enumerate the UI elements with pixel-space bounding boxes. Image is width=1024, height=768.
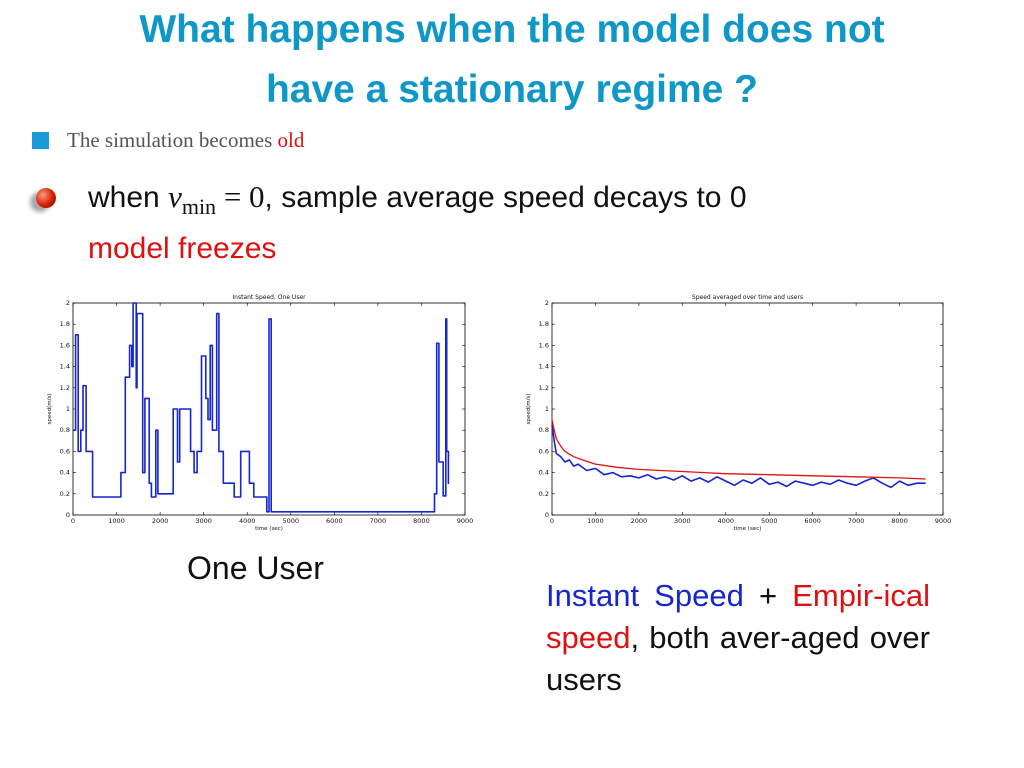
caption-rest: , both aver-aged over users — [546, 620, 930, 697]
x-tick-label: 1000 — [108, 517, 125, 525]
y-tick-label: 1.8 — [539, 320, 549, 328]
y-tick-label: 2 — [66, 299, 70, 307]
bullet-simulation-old: The simulation becomes old — [32, 128, 304, 153]
x-tick-label: 8000 — [891, 517, 908, 525]
series-line-1 — [551, 419, 926, 480]
x-tick-label: 3000 — [674, 517, 691, 525]
caption-one-user: One User — [187, 550, 324, 586]
y-axis-label: speed(m/s) — [47, 394, 53, 425]
x-tick-label: 9000 — [935, 517, 952, 525]
square-bullet-icon — [32, 132, 49, 149]
x-tick-label: 2000 — [631, 517, 648, 525]
y-tick-label: 1.2 — [539, 384, 549, 392]
series-line-0 — [73, 302, 450, 513]
y-tick-label: 0.6 — [60, 447, 70, 455]
caption-instant-empirical: Instant Speed + Empir-ical speed, both a… — [546, 575, 930, 701]
averaged-speed-chart: Speed averaged over time and users 0 1000 2… — [526, 294, 952, 532]
bullet1-text: The simulation becomes — [67, 128, 278, 152]
y-tick-label: 1.2 — [60, 384, 70, 392]
math-rest: = 0 — [216, 179, 265, 214]
caption-instant-speed: Instant Speed — [546, 578, 744, 613]
y-tick-label: 1.4 — [539, 363, 549, 371]
y-tick-label: 1 — [66, 405, 70, 413]
x-tick-label: 2000 — [152, 517, 169, 525]
y-tick-label: 0.2 — [60, 490, 70, 498]
y-tick-label: 1.4 — [60, 363, 70, 371]
x-tick-label: 4000 — [239, 517, 256, 525]
instant-speed-chart: Instant Speed, One User 0 1000 2000 3000 4000… — [47, 294, 474, 532]
y-tick-label: 0.2 — [539, 490, 549, 498]
x-tick-label: 6000 — [804, 517, 821, 525]
caption-plus: + — [743, 578, 793, 613]
vmin-equation: vmin = 0 — [168, 179, 265, 219]
y-axis-label: speed(m/s) — [526, 394, 532, 425]
y-tick-label: 1.8 — [60, 320, 70, 328]
x-tick-label: 7000 — [848, 517, 865, 525]
x-tick-label: 8000 — [413, 517, 430, 525]
y-tick-label: 0.4 — [539, 469, 549, 477]
bullet2-suffix: , sample average speed decays to 0 — [264, 181, 747, 214]
x-tick-label: 5000 — [761, 517, 778, 525]
x-tick-label: 0 — [550, 517, 554, 525]
title-line-2: have a stationary regime ? — [265, 68, 759, 111]
chart-title: Instant Speed, One User — [232, 294, 306, 301]
plot-frame — [551, 302, 944, 516]
chart-title: Speed averaged over time and users — [692, 294, 803, 301]
y-tick-label: 0.6 — [539, 447, 549, 455]
bullet1-highlight: old — [277, 128, 305, 152]
y-tick-label: 1 — [545, 405, 549, 413]
x-axis-label: time (sec) — [734, 526, 762, 532]
x-tick-label: 4000 — [718, 517, 735, 525]
model-freezes-text: model freezes — [88, 232, 277, 266]
y-tick-label: 1.6 — [539, 341, 549, 349]
y-tick-label: 0.8 — [539, 426, 549, 434]
y-tick-label: 0 — [66, 511, 70, 519]
caption-empirical-speed: Empir-ical speed — [546, 578, 930, 655]
y-tick-label: 0.8 — [60, 426, 70, 434]
x-tick-label: 5000 — [283, 517, 300, 525]
red-ball-bullet-icon — [36, 188, 56, 208]
title-line-1: What happens when the model does not — [139, 8, 885, 51]
x-tick-label: 6000 — [326, 517, 343, 525]
slide-title: What happens when the model does not hav… — [0, 0, 1024, 120]
y-tick-label: 0 — [545, 511, 549, 519]
math-sub: min — [181, 194, 217, 220]
x-tick-label: 3000 — [195, 517, 212, 525]
y-tick-label: 2 — [545, 299, 549, 307]
x-tick-label: 1000 — [587, 517, 604, 525]
y-tick-label: 1.6 — [60, 341, 70, 349]
series-line-0 — [551, 424, 926, 489]
x-axis-label: time (sec) — [255, 526, 283, 532]
x-tick-label: 9000 — [457, 517, 474, 525]
x-tick-label: 0 — [71, 517, 75, 525]
math-var: v — [168, 179, 182, 214]
bullet2-prefix: when — [88, 181, 169, 214]
y-tick-label: 0.4 — [60, 469, 70, 477]
x-tick-label: 7000 — [370, 517, 387, 525]
